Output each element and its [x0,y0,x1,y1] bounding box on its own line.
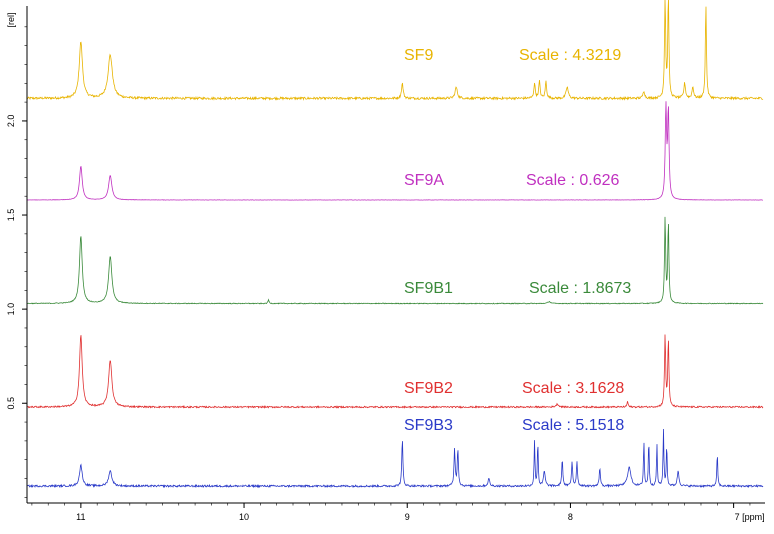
spectrum-trace-sf9b2 [26,334,764,409]
series-name-label: SF9B2 [404,380,453,397]
series-scale-label: Scale : 5.1518 [522,417,624,434]
spectrum-trace-sf9a [27,101,763,201]
series-name-label: SF9 [404,47,433,64]
y-tick-label: 1.5 [6,209,16,222]
spectrum-trace-sf9 [26,0,764,101]
series-scale-label: Scale : 3.1628 [522,380,624,397]
y-axis-label: [rel] [6,12,16,27]
x-tick-label: 8 [568,512,573,522]
y-tick-label: 0.5 [6,397,16,410]
x-tick-label: 7 [ppm] [735,512,765,522]
series-labels: SF9 Scale : 4.3219 SF9A Scale : 0.626 SF9B1 S… [404,47,631,434]
spectra-traces [26,0,764,489]
series-scale-label: Scale : 0.626 [526,172,620,189]
axes: 11 10 9 8 7 [ppm] 0.5 1.0 1.5 2.0 [rel] [6,6,765,522]
series-name-label: SF9A [404,172,444,189]
x-tick-label: 11 [76,512,85,522]
y-tick-label: 1.0 [6,303,16,316]
spectrum-trace-sf9b1 [26,216,764,305]
series-name-label: SF9B3 [404,417,453,434]
spectrum-trace-sf9b3 [26,428,764,489]
series-scale-label: Scale : 4.3219 [519,47,621,64]
y-tick-label: 2.0 [6,115,16,128]
series-scale-label: Scale : 1.8673 [529,280,631,297]
x-tick-label: 9 [405,512,410,522]
series-name-label: SF9B1 [404,280,453,297]
x-tick-label: 10 [239,512,249,522]
